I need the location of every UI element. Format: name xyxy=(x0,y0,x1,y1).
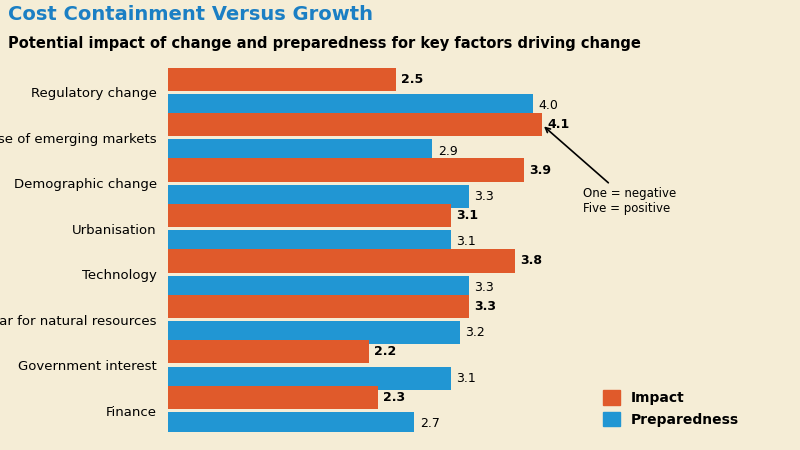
Text: 3.2: 3.2 xyxy=(466,326,485,339)
Bar xyxy=(168,321,460,344)
Bar xyxy=(168,140,433,162)
Text: Potential impact of change and preparedness for key factors driving change: Potential impact of change and preparedn… xyxy=(8,36,641,51)
Bar xyxy=(168,367,450,390)
Text: One = negative
Five = positive: One = negative Five = positive xyxy=(546,128,676,216)
Bar xyxy=(168,204,450,227)
Bar xyxy=(168,185,469,208)
Bar xyxy=(168,340,369,364)
Text: 4.1: 4.1 xyxy=(547,118,570,131)
Bar xyxy=(168,68,396,91)
Bar xyxy=(168,295,469,318)
Text: 2.2: 2.2 xyxy=(374,345,396,358)
Bar xyxy=(168,276,469,299)
Bar xyxy=(168,113,542,136)
Text: 2.9: 2.9 xyxy=(438,144,458,158)
Bar xyxy=(168,94,533,117)
Text: 2.5: 2.5 xyxy=(402,72,424,86)
Text: 3.1: 3.1 xyxy=(456,235,476,248)
Text: 3.3: 3.3 xyxy=(474,190,494,203)
Text: 3.8: 3.8 xyxy=(520,254,542,267)
Text: Cost Containment Versus Growth: Cost Containment Versus Growth xyxy=(8,4,373,23)
Text: 3.3: 3.3 xyxy=(474,281,494,294)
Bar xyxy=(168,412,414,435)
Text: 4.0: 4.0 xyxy=(538,99,558,112)
Text: 2.3: 2.3 xyxy=(383,391,406,404)
Legend: Impact, Preparedness: Impact, Preparedness xyxy=(598,385,745,432)
Text: 3.9: 3.9 xyxy=(529,163,551,176)
Bar xyxy=(168,249,514,273)
Text: 2.7: 2.7 xyxy=(420,417,439,430)
Text: 3.3: 3.3 xyxy=(474,300,497,313)
Text: 3.1: 3.1 xyxy=(456,372,476,385)
Bar xyxy=(168,386,378,409)
Text: 3.1: 3.1 xyxy=(456,209,478,222)
Bar xyxy=(168,158,524,182)
Bar xyxy=(168,230,450,253)
